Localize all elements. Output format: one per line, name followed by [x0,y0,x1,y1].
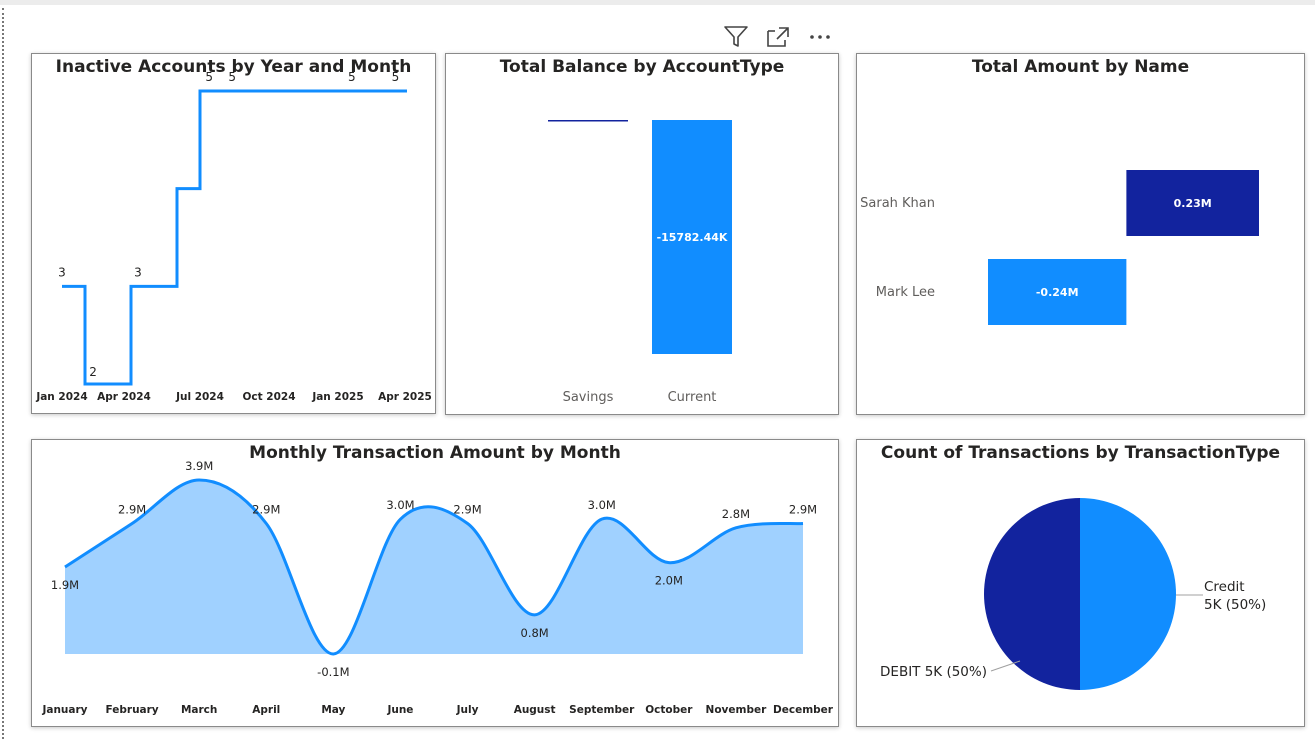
data-label: -0.24M [1036,286,1079,299]
pie-slice [1080,498,1176,690]
data-label: 5 [205,70,213,84]
total-amount-visual[interactable]: Total Amount by Name 0.23M Sarah Khan -0.2… [856,53,1305,415]
data-label: 3.0M [386,498,414,512]
x-axis-tick-label: Apr 2024 [97,391,151,403]
total-balance-visual[interactable]: Total Balance by AccountType Savings -157… [445,53,839,415]
x-axis-tick-label: May [321,704,345,716]
monthly-transaction-area-chart: 1.9M 2.9M 3.9M 2.9M -0.1M 3.0M 2.9M 0.8M 3.0M 2.0… [41,459,834,716]
data-label: 5 [392,70,400,84]
x-axis-tick-label: March [181,704,217,716]
chart-title: Total Balance by AccountType [499,57,785,77]
data-label: -15782.44K [657,231,728,244]
total-balance-bar-chart: Savings -15782.44K Current [548,120,732,405]
chart-title: Inactive Accounts by Year and Month [55,57,412,77]
transaction-type-visual[interactable]: Count of Transactions by TransactionType… [856,439,1305,727]
leader-line [990,660,1021,672]
x-axis-tick-label: October [645,704,693,716]
transaction-type-pie-chart: Credit 5K (50%) DEBIT 5K (50%) [880,498,1266,690]
monthly-transaction-visual[interactable]: Monthly Transaction Amount by Month 1.9M… [31,439,839,727]
data-label: 3.0M [588,498,616,512]
data-label: 2.9M [252,503,280,517]
pie-slice [984,498,1080,690]
total-amount-bar-chart: 0.23M Sarah Khan -0.24M Mark Lee [860,170,1259,325]
data-label: 2.8M [722,507,750,521]
x-axis-category-label: Savings [563,390,614,405]
focus-mode-icon[interactable] [764,24,792,50]
data-label: 0.8M [521,626,549,640]
x-axis-tick-label: July [456,704,479,716]
area-series-line [64,478,804,656]
y-axis-category-label: Sarah Khan [860,196,935,211]
data-label: 3 [58,265,66,279]
x-axis-tick-label: February [106,704,159,716]
pie-label: DEBIT 5K (50%) [880,664,987,680]
x-axis-tick-label: Jul 2024 [175,391,224,403]
y-axis-category-label: Mark Lee [876,285,935,300]
data-label: 3.9M [185,459,213,473]
more-options-icon[interactable] [806,24,834,50]
data-label: 5 [348,70,356,84]
filter-icon[interactable] [722,24,750,50]
x-axis-category-label: Current [668,390,717,405]
data-label: 2.0M [655,574,683,588]
data-label: 2.9M [789,503,817,517]
data-label: 2.9M [453,503,481,517]
inactive-accounts-visual[interactable]: Inactive Accounts by Year and Month 3 2 3 5… [31,53,436,414]
bar [548,120,628,122]
x-axis-tick-label: Jan 2024 [35,391,87,403]
x-axis-tick-label: June [386,704,413,716]
canvas-selection-edge [2,8,4,739]
data-label: 3 [134,265,142,279]
chart-title: Monthly Transaction Amount by Month [249,443,621,463]
pie-label: 5K (50%) [1204,597,1266,613]
bar [988,259,1127,325]
data-label: -0.1M [317,665,349,679]
x-axis-tick-label: August [514,704,556,716]
x-axis-tick-label: September [569,704,635,716]
x-axis-tick-label: Jan 2025 [311,391,363,403]
chart-title: Total Amount by Name [971,57,1190,77]
x-axis-tick-label: Oct 2024 [242,391,295,403]
visual-header [722,24,834,50]
pie-label: Credit [1204,579,1245,595]
inactive-accounts-series-line [62,89,407,386]
inactive-accounts-line-chart: 3 2 3 5 5 5 5 Jan 2024 Apr 2024 Jul 2024 Oct 2024 J… [35,70,432,403]
data-label: 2 [89,365,97,379]
x-axis-tick-label: January [41,704,87,716]
bar [1126,170,1259,236]
bar [652,120,732,354]
data-label: 5 [228,70,236,84]
x-axis-tick-label: December [773,704,834,716]
data-label: 1.9M [51,578,79,592]
canvas-top-border [0,0,1315,5]
data-label: 0.23M [1174,197,1212,210]
chart-title: Count of Transactions by TransactionType [880,443,1281,463]
x-axis-tick-label: April [252,704,280,716]
x-axis-tick-label: November [706,704,768,716]
x-axis-tick-label: Apr 2025 [378,391,432,403]
data-label: 2.9M [118,503,146,517]
